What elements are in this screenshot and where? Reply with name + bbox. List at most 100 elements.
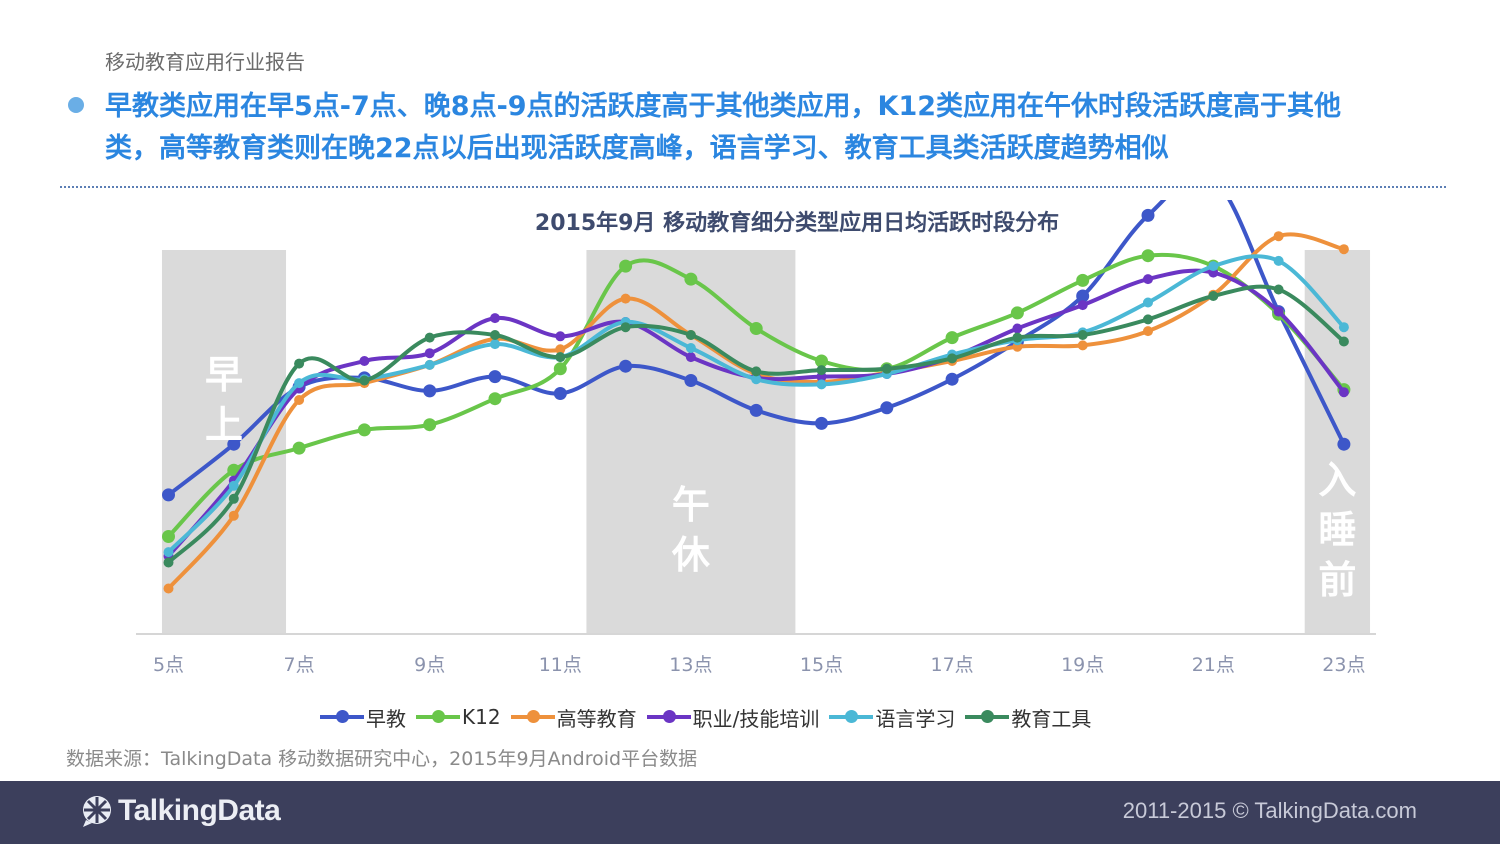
series-3-point-15 xyxy=(1143,274,1153,285)
legend-label: 教育工具 xyxy=(1011,706,1092,731)
series-3-point-3 xyxy=(359,356,370,366)
series-3-point-8 xyxy=(685,352,696,363)
bullet-dot xyxy=(68,97,84,113)
series-5-point-15 xyxy=(1143,314,1153,325)
series-5-point-5 xyxy=(490,330,500,340)
legend-swatch-dot xyxy=(526,710,540,723)
series-4-point-5 xyxy=(490,339,500,350)
highlight-bands xyxy=(161,250,1371,634)
series-1-point-3 xyxy=(357,423,371,437)
legend-swatch-dot xyxy=(845,710,859,723)
series-2-point-14 xyxy=(1077,340,1088,351)
series-5-point-13 xyxy=(1012,332,1023,343)
headline-line-2: 类，高等教育类则在晚22点以后出现活跃度高峰，语言学习、教育工具类活跃度趋势相似 xyxy=(105,133,1169,164)
series-5-point-16 xyxy=(1208,291,1219,301)
series-2-point-15 xyxy=(1143,326,1153,337)
band-label-0: 早上 xyxy=(205,353,243,447)
series-1-point-6 xyxy=(553,362,567,376)
band-label-1: 午休 xyxy=(671,483,711,577)
series-5-point-7 xyxy=(620,322,631,333)
series-0-point-15 xyxy=(1141,208,1155,222)
legend-swatch xyxy=(965,710,1010,723)
band-label-2: 入睡前 xyxy=(1318,458,1356,602)
chart-title: 2015年9月 移动教育细分类型应用日均活跃时段分布 xyxy=(535,210,1059,236)
series-4-point-16 xyxy=(1208,261,1219,272)
series-4-point-18 xyxy=(1338,322,1349,333)
talkingdata-logo-icon xyxy=(83,796,111,827)
series-0-point-18 xyxy=(1337,437,1351,451)
series-5-point-11 xyxy=(881,363,892,374)
series-0-point-10 xyxy=(815,416,828,430)
legend-swatch xyxy=(829,710,874,723)
highlight-band-1 xyxy=(586,250,796,634)
legend-item-5: 教育工具 xyxy=(965,703,1091,732)
series-1-point-4 xyxy=(423,418,437,432)
series-3-point-14 xyxy=(1077,300,1088,311)
legend-label: 早教 xyxy=(366,706,406,731)
series-1-point-0 xyxy=(162,530,175,543)
x-tick-labels: 5点 7点 9点 11点 13点 15点 17点 19点 21点 23点 xyxy=(153,654,1366,676)
x-tick-label: 13点 xyxy=(669,654,712,676)
legend-item-4: 语言学习 xyxy=(829,703,955,732)
highlight-band-0 xyxy=(161,250,287,634)
legend-swatch xyxy=(416,710,460,723)
series-0-point-14 xyxy=(1076,289,1090,303)
series-5-point-0 xyxy=(163,557,174,568)
legend-swatch-dot xyxy=(981,710,995,723)
series-1-point-5 xyxy=(488,392,502,406)
data-source-note: 数据来源：TalkingData 移动数据研究中心，2015年9月Android… xyxy=(66,748,698,770)
series-2-point-17 xyxy=(1273,231,1284,242)
series-1-point-13 xyxy=(1010,306,1024,320)
dotted-divider xyxy=(60,186,1446,188)
series-3-point-13 xyxy=(1012,323,1023,334)
series-5-point-8 xyxy=(685,330,696,340)
series-5-point-2 xyxy=(294,358,305,369)
series-3-point-18 xyxy=(1338,387,1349,398)
series-0-point-9 xyxy=(749,403,763,417)
report-title: 移动教育应用行业报告 xyxy=(105,50,305,74)
x-tick-label: 15点 xyxy=(800,654,843,676)
series-5-point-12 xyxy=(947,353,958,364)
series-3-point-17 xyxy=(1273,306,1284,317)
series-2-point-1 xyxy=(228,510,239,521)
series-1-point-14 xyxy=(1076,273,1090,287)
series-4-point-4 xyxy=(424,359,435,370)
series-5-point-4 xyxy=(424,332,435,343)
legend-swatch xyxy=(510,710,555,723)
legend-item-1: K12 xyxy=(416,705,501,729)
legend-swatch-dot xyxy=(662,710,676,723)
x-tick-label: 23点 xyxy=(1322,654,1365,676)
series-4-point-9 xyxy=(751,374,762,385)
series-5-point-9 xyxy=(751,366,762,377)
series-4-point-17 xyxy=(1273,255,1284,266)
series-0-point-4 xyxy=(423,384,437,398)
series-3-point-4 xyxy=(424,348,435,359)
series-0-point-8 xyxy=(684,374,698,387)
x-tick-label: 7点 xyxy=(284,654,315,676)
series-2-point-6 xyxy=(555,344,566,355)
series-4-point-8 xyxy=(685,343,696,353)
x-tick-label: 17点 xyxy=(931,654,974,676)
series-4-point-1 xyxy=(228,480,239,491)
series-0-point-11 xyxy=(880,401,894,415)
legend-swatch xyxy=(646,710,691,723)
legend-item-2: 高等教育 xyxy=(510,703,637,732)
x-tick-label: 11点 xyxy=(539,654,582,676)
legend-item-0: 早教 xyxy=(320,703,406,732)
logo-wordmark: TalkingData xyxy=(118,794,281,827)
series-2-point-7 xyxy=(620,293,631,304)
series-1-point-2 xyxy=(292,441,306,455)
series-0-point-6 xyxy=(553,387,567,400)
series-2-point-0 xyxy=(163,583,174,594)
legend-swatch xyxy=(320,710,364,723)
series-4-point-0 xyxy=(163,547,174,558)
legend-swatch-dot xyxy=(336,710,349,723)
legend-label: 职业/技能培训 xyxy=(692,706,820,731)
series-1-point-15 xyxy=(1141,249,1155,263)
series-5-point-1 xyxy=(228,493,239,504)
talkingdata-logo: TalkingData xyxy=(80,794,281,828)
headline-line-1: 早教类应用在早5点-7点、晚8点-9点的活跃度高于其他类应用，K12类应用在午休… xyxy=(105,91,1342,122)
series-0-point-12 xyxy=(945,372,959,386)
